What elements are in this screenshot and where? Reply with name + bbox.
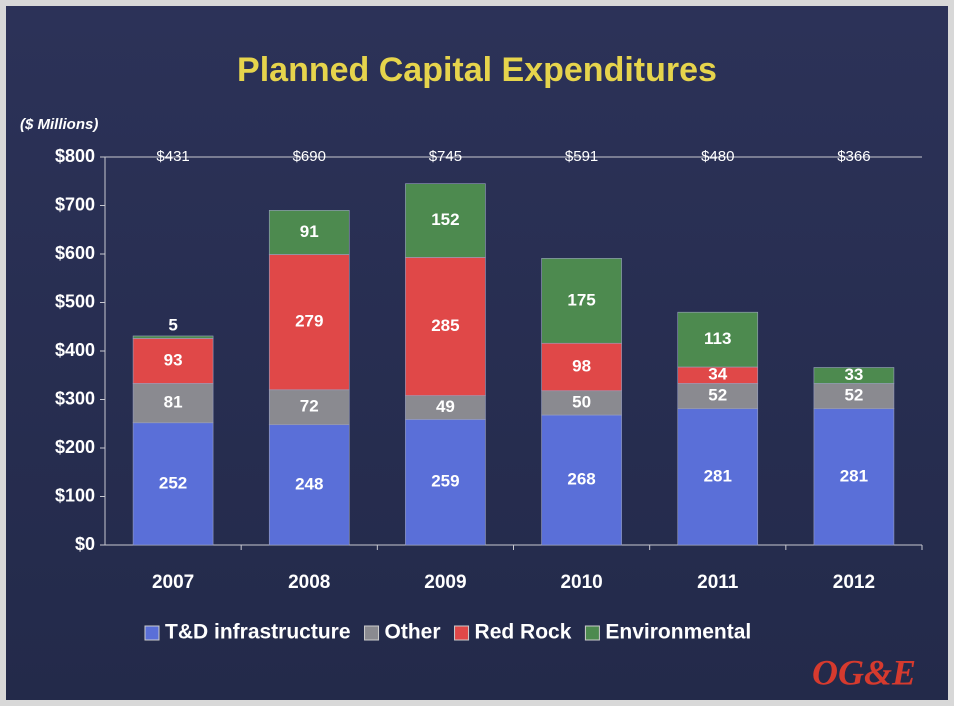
data-label: 52 xyxy=(844,386,863,405)
bar-segment xyxy=(541,258,622,344)
bar-segment xyxy=(132,335,214,339)
bar-segment xyxy=(405,257,486,396)
logo: OG&E xyxy=(812,652,916,692)
y-tick-label: $200 xyxy=(55,437,95,457)
y-tick-label: $600 xyxy=(55,243,95,263)
y-tick-label: $100 xyxy=(55,485,95,505)
bar-segment xyxy=(268,254,350,391)
x-tick-label: 2010 xyxy=(560,572,602,593)
subtitle: ($ Millions) xyxy=(20,116,98,133)
data-label: 281 xyxy=(704,466,732,485)
data-label: 252 xyxy=(159,473,187,492)
data-label: 281 xyxy=(840,466,868,485)
data-label: 259 xyxy=(431,472,459,491)
y-tick-label: $300 xyxy=(55,388,95,408)
y-tick-label: $700 xyxy=(55,194,95,214)
data-label: 49 xyxy=(436,397,455,416)
total-label: $431 xyxy=(156,148,189,165)
data-label: 72 xyxy=(300,397,319,416)
legend-swatch xyxy=(364,625,380,641)
x-tick-label: 2011 xyxy=(697,572,739,593)
y-tick-label: $800 xyxy=(55,146,95,166)
data-label: 152 xyxy=(431,210,459,229)
bar-segment xyxy=(813,408,895,546)
bar-segment xyxy=(405,419,486,546)
bar-segment xyxy=(677,311,759,368)
x-tick-label: 2012 xyxy=(833,572,875,593)
bar-segment xyxy=(677,408,759,546)
legend-label: Red Rock xyxy=(475,621,572,644)
data-label: 113 xyxy=(704,329,731,348)
legend-swatch xyxy=(454,625,470,641)
bar-segment xyxy=(541,414,622,546)
legend-swatch xyxy=(584,625,600,641)
data-label: 175 xyxy=(567,290,595,309)
y-tick-label: $500 xyxy=(55,291,95,311)
total-label: $745 xyxy=(429,148,462,165)
bar-segment xyxy=(268,424,350,546)
data-label: 52 xyxy=(708,386,727,405)
chart-title: Planned Capital Expenditures xyxy=(237,51,717,89)
data-label: 93 xyxy=(164,350,183,369)
data-label: 248 xyxy=(295,474,323,493)
legend-label: Environmental xyxy=(605,621,751,644)
x-tick-label: 2007 xyxy=(152,572,194,593)
bar-segment xyxy=(813,367,895,384)
data-label: 33 xyxy=(844,365,863,384)
bar-segment xyxy=(405,183,486,258)
legend-label: T&D infrastructure xyxy=(165,621,351,644)
total-label: $480 xyxy=(701,148,734,165)
data-label: 81 xyxy=(164,393,183,412)
bar-segment xyxy=(268,210,350,255)
total-label: $690 xyxy=(293,148,326,165)
data-label: 268 xyxy=(567,469,595,488)
bar-segment xyxy=(132,383,214,424)
y-tick-label: $0 xyxy=(75,534,95,554)
bar-segment xyxy=(268,389,350,426)
y-tick-label: $400 xyxy=(55,340,95,360)
total-label: $366 xyxy=(837,148,870,165)
x-tick-label: 2009 xyxy=(424,572,466,593)
data-label: 285 xyxy=(431,316,459,335)
bar-segment xyxy=(677,383,759,410)
data-label: 279 xyxy=(295,312,323,331)
bar-segment xyxy=(132,338,214,384)
data-label: 98 xyxy=(572,356,591,375)
data-label: 34 xyxy=(708,365,727,384)
data-label: 91 xyxy=(300,222,319,241)
bar-segment xyxy=(813,383,895,410)
data-label: 5 xyxy=(168,315,177,334)
total-label: $591 xyxy=(565,148,598,165)
legend-label: Other xyxy=(385,621,441,644)
legend-swatch xyxy=(144,625,160,641)
data-label: 50 xyxy=(572,392,591,411)
bar-segment xyxy=(132,422,214,546)
x-tick-label: 2008 xyxy=(288,572,330,593)
